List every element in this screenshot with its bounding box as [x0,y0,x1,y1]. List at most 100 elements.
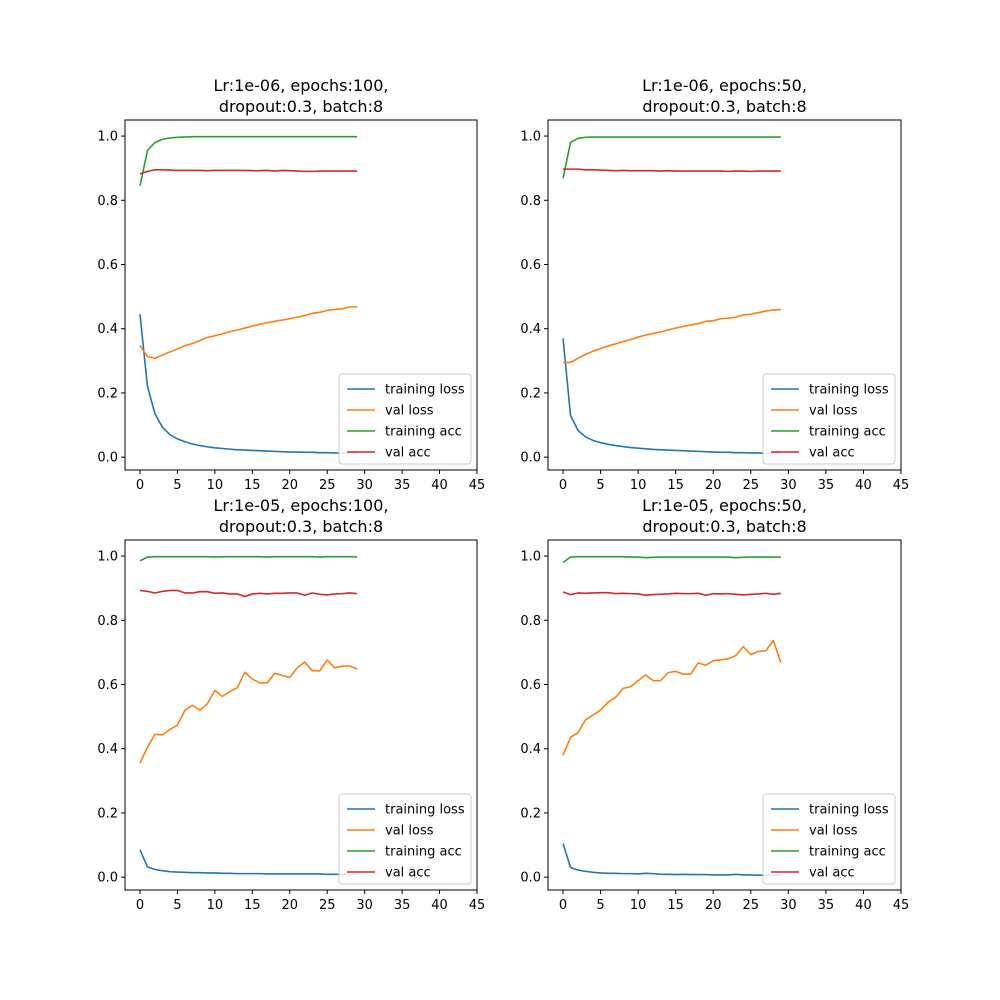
x-tick-label: 30 [780,898,797,913]
legend: training loss val loss training acc val acc [338,793,472,885]
legend-label: val loss [385,824,434,839]
x-tick-label: 35 [394,478,411,493]
x-tick-label: 10 [207,898,224,913]
x-tick-label: 45 [893,478,910,493]
subplot-title-line: dropout:0.3, batch:8 [219,97,383,116]
y-tick-label: 1.0 [520,550,541,565]
y-tick-label: 0.0 [520,871,541,886]
subplot-title-line: dropout:0.3, batch:8 [219,517,383,536]
x-tick-label: 35 [818,478,835,493]
x-tick-label: 0 [136,898,144,913]
y-tick-label: 0.4 [97,322,118,337]
y-tick-label: 1.0 [97,130,118,145]
y-tick-label: 0.4 [520,322,541,337]
x-tick-label: 30 [780,478,797,493]
legend-label: training acc [809,845,886,860]
series-line-training-loss [562,338,781,455]
series-line-training-acc [139,135,358,186]
y-tick-label: 0.4 [97,742,118,757]
axes-frame [547,539,902,891]
series-line-training-loss [139,849,358,876]
legend-label: val loss [385,404,434,419]
y-tick-label: 0.4 [520,742,541,757]
subplot-4: Lr:1e-05, epochs:50, dropout:0.3, batch:8… [520,496,909,913]
legend: training loss val loss training acc val acc [762,373,896,465]
y-tick-label: 0.8 [97,614,118,629]
x-tick-label: 45 [469,478,486,493]
series-line-training-loss [139,314,358,455]
legend: training loss val loss training acc val acc [762,793,896,885]
x-tick-label: 0 [136,478,144,493]
y-tick-label: 0.0 [520,451,541,466]
legend-box [762,793,896,885]
y-tick-label: 0.2 [97,806,118,821]
x-tick-label: 5 [173,478,181,493]
series-line-val-loss [139,306,358,360]
y-tick-label: 0.0 [97,871,118,886]
y-tick-label: 0.0 [97,451,118,466]
legend-label: val acc [385,446,431,461]
series-line-training-acc [562,555,781,564]
y-tick-label: 0.2 [520,806,541,821]
y-tick-label: 0.6 [97,678,118,693]
subplot-title-line: dropout:0.3, batch:8 [642,517,806,536]
x-tick-label: 5 [173,898,181,913]
legend-label: training acc [809,425,886,440]
subplot-title-line: Lr:1e-06, epochs:100, [213,76,388,95]
x-tick-label: 25 [743,898,760,913]
y-tick-label: 0.2 [520,386,541,401]
legend-box [338,373,472,465]
series-line-val-acc [563,168,781,173]
x-tick-label: 5 [596,478,604,493]
x-tick-label: 25 [319,478,336,493]
x-tick-label: 45 [893,898,910,913]
axes-frame [124,119,478,471]
legend-label: training loss [385,383,465,398]
x-tick-label: 35 [818,898,835,913]
x-tick-label: 30 [356,478,373,493]
subplot-title-line: Lr:1e-05, epochs:100, [213,496,388,515]
legend-label: training loss [385,803,465,818]
legend-box [338,793,472,885]
x-tick-label: 0 [559,478,567,493]
x-tick-label: 20 [705,898,722,913]
subplot-2: Lr:1e-06, epochs:50, dropout:0.3, batch:8… [520,76,909,493]
legend: training loss val loss training acc val acc [338,373,472,465]
x-tick-label: 10 [630,478,647,493]
subplot-1: Lr:1e-06, epochs:100, dropout:0.3, batch:… [97,76,485,493]
x-tick-label: 40 [431,898,448,913]
legend-label: val loss [809,404,858,419]
x-tick-label: 35 [394,898,411,913]
y-tick-label: 0.8 [97,194,118,209]
y-tick-label: 0.6 [520,678,541,693]
x-tick-label: 20 [281,898,298,913]
series-line-training-loss [562,843,781,877]
y-tick-label: 0.8 [520,614,541,629]
subplot-3: Lr:1e-05, epochs:100, dropout:0.3, batch:… [97,496,485,913]
series-line-val-acc [562,591,781,597]
axes-frame [547,119,902,471]
legend-label: training acc [385,425,462,440]
legend-label: val acc [809,446,855,461]
series-line-training-acc [139,555,358,562]
x-tick-label: 25 [319,898,336,913]
legend-label: val acc [385,866,431,881]
x-tick-label: 15 [667,478,684,493]
subplot-title-line: Lr:1e-06, epochs:50, [642,76,807,95]
x-tick-label: 0 [559,898,567,913]
axes-frame [124,539,478,891]
series-line-val-loss [562,639,782,756]
legend-label: val loss [809,824,858,839]
legend-box [762,373,896,465]
y-tick-label: 1.0 [97,550,118,565]
x-tick-label: 5 [596,898,604,913]
x-tick-label: 40 [855,898,872,913]
series-line-val-acc [139,168,358,175]
y-tick-label: 0.2 [97,386,118,401]
series-line-val-loss [563,308,781,364]
legend-label: training loss [809,383,889,398]
x-tick-label: 20 [281,478,298,493]
x-tick-label: 40 [431,478,448,493]
legend-label: training acc [385,845,462,860]
